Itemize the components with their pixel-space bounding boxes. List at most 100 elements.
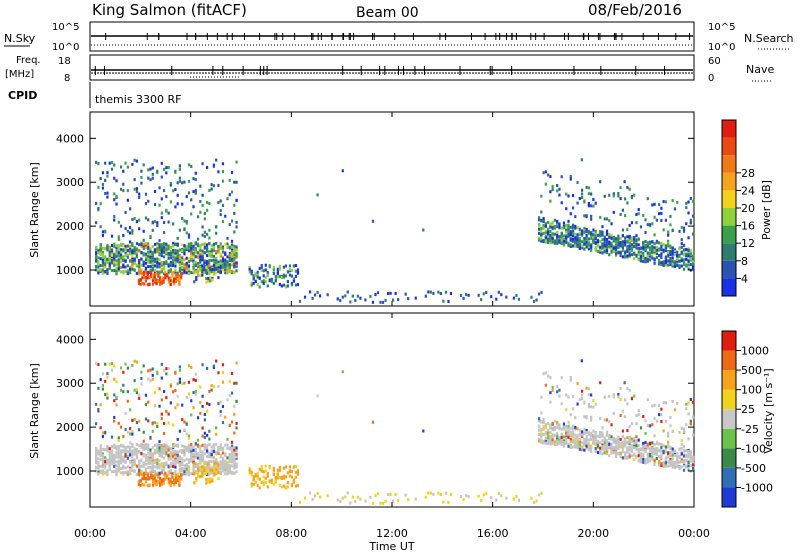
velocity-cell [228,465,231,469]
power-cell [201,249,204,253]
velocity-cell [219,463,222,467]
power-cell [124,259,127,263]
velocity-cell [221,421,225,425]
power-cell [97,262,100,266]
power-cell [199,268,202,272]
velocity-cell [592,439,595,443]
colorbar-tick-label: -500 [741,462,766,475]
velocity-cell [562,435,566,439]
power-cell [669,253,672,257]
power-cell [655,252,658,256]
power-cell [110,167,114,171]
power-cell [160,245,163,249]
power-cell [176,181,179,185]
velocity-cell [689,419,692,423]
power-cell [106,171,109,175]
velocity-cell [174,462,177,466]
power-cell [637,208,640,212]
power-cell [551,188,554,192]
velocity-cell [230,449,234,453]
velocity-cell [644,458,647,462]
power-cell [143,270,146,274]
velocity-cell [571,427,575,431]
power-cell [667,250,670,254]
velocity-cell [603,445,606,449]
power-cell [108,267,111,271]
velocity-cell [167,477,170,481]
power-cell [162,221,166,225]
power-cell [565,240,568,244]
power-cell [626,235,629,239]
velocity-cell [590,405,593,409]
power-cell [651,240,654,244]
power-cell [142,246,145,250]
power-cell [172,261,175,265]
power-cell [414,296,417,300]
power-cell [162,246,166,250]
power-ylabel: Slant Range [km] [28,162,41,258]
power-cell [576,226,579,230]
power-cell [138,227,141,231]
velocity-cell [183,467,186,471]
velocity-cell [126,399,129,403]
velocity-cell [376,492,380,496]
power-cell [667,259,670,263]
velocity-cell [151,446,154,450]
power-cell [685,257,688,261]
x-tick-label: 16:00 [477,527,509,540]
power-cell [565,234,568,238]
power-cell [169,264,172,268]
velocity-cell [197,474,200,478]
velocity-cell [549,423,552,427]
power-cell [138,272,141,276]
velocity-cell [547,442,550,446]
power-cell [667,230,670,234]
power-cell [196,242,200,246]
power-cell [181,243,184,247]
velocity-cell [547,374,550,378]
power-cell [594,234,597,238]
velocity-cell [199,461,202,465]
velocity-cell [603,441,606,445]
power-cell [547,227,550,231]
power-cell [407,297,410,301]
velocity-cell [230,420,234,424]
velocity-cell [682,429,686,433]
power-cell [316,290,319,294]
power-cell [571,239,575,243]
power-cell [590,236,593,240]
power-cell [117,265,120,269]
velocity-cell [178,475,181,479]
power-cell [581,240,584,244]
power-cell [203,230,206,234]
velocity-cell [687,450,690,454]
power-cell [138,192,141,196]
velocity-cell [143,477,146,481]
velocity-cell [126,366,129,370]
velocity-cell [278,483,281,487]
power-cell [153,257,157,261]
power-cell [185,220,188,224]
power-cell [689,221,692,225]
velocity-cell [99,426,102,430]
velocity-cell [414,497,417,501]
power-cell [230,170,234,174]
colorbar-swatch [722,172,736,191]
velocity-cell [549,426,552,430]
velocity-cell [621,456,624,460]
velocity-cell [124,460,127,464]
velocity-cell [117,421,120,425]
power-cell [228,267,231,271]
velocity-cell [149,379,152,383]
velocity-cell [113,399,116,403]
velocity-cell [669,424,672,428]
velocity-cell [139,479,142,483]
velocity-cell [176,478,179,482]
velocity-cell [185,445,188,449]
nsky-panel: N.Sky 10^5 10^0 10^5 10^0 N.Search [4,21,794,53]
power-cell [685,222,688,226]
velocity-cell [210,451,213,455]
velocity-cell [149,453,152,457]
power-cell [567,226,570,230]
power-cell [129,259,132,263]
